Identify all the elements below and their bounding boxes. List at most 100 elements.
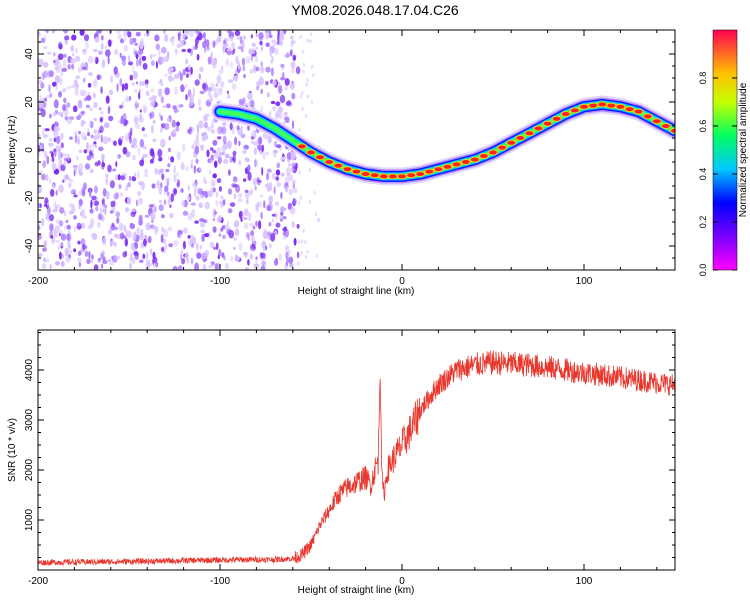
noise-speckle: [83, 149, 88, 154]
noise-speckle: [152, 138, 157, 143]
noise-speckle: [291, 69, 295, 74]
noise-speckle: [261, 166, 264, 176]
noise-speckle: [215, 242, 219, 250]
noise-speckle: [306, 78, 309, 82]
noise-speckle: [133, 71, 138, 80]
noise-speckle: [149, 248, 153, 255]
noise-speckle: [108, 39, 112, 47]
noise-speckle: [212, 208, 217, 218]
noise-speckle: [86, 155, 92, 161]
noise-speckle: [49, 214, 54, 222]
ridge-peak: [379, 174, 388, 179]
noise-speckle: [255, 220, 258, 227]
noise-speckle: [115, 74, 120, 79]
noise-speckle: [65, 219, 69, 224]
noise-speckle: [120, 115, 124, 124]
noise-speckle: [176, 172, 179, 177]
noise-speckle: [232, 126, 235, 135]
noise-speckle: [145, 252, 149, 260]
noise-speckle: [188, 30, 194, 38]
noise-speckle: [111, 222, 115, 227]
noise-speckle: [138, 91, 141, 100]
noise-speckle: [53, 52, 56, 57]
noise-speckle: [51, 30, 56, 34]
noise-speckle: [304, 114, 308, 119]
noise-speckle: [253, 147, 257, 156]
noise-speckle: [147, 235, 152, 244]
noise-speckle: [222, 146, 226, 154]
noise-speckle: [202, 263, 207, 270]
noise-speckle: [88, 72, 93, 76]
noise-speckle: [44, 128, 50, 132]
noise-speckle: [48, 137, 53, 142]
noise-speckle: [284, 53, 290, 58]
noise-speckle: [68, 182, 72, 189]
noise-speckle: [313, 190, 316, 195]
noise-speckle: [59, 251, 62, 260]
noise-speckle: [253, 141, 258, 146]
noise-speckle: [304, 240, 307, 245]
noise-speckle: [275, 176, 280, 181]
noise-speckle: [138, 89, 141, 93]
ridge-peak: [361, 172, 370, 176]
noise-speckle: [158, 204, 164, 212]
noise-speckle: [41, 173, 46, 181]
noise-speckle: [157, 49, 161, 56]
noise-speckle: [165, 168, 170, 173]
noise-speckle: [221, 126, 227, 135]
noise-speckle: [161, 227, 164, 231]
noise-speckle: [105, 173, 109, 178]
noise-speckle: [198, 73, 201, 80]
noise-speckle: [46, 258, 50, 263]
noise-speckle: [129, 95, 132, 101]
ridge-peak: [398, 174, 406, 179]
spectrogram-y-tick-label: 0: [24, 147, 35, 153]
noise-speckle: [98, 146, 104, 152]
noise-speckle: [54, 204, 58, 213]
noise-speckle: [139, 81, 142, 87]
noise-speckle: [187, 212, 193, 222]
noise-speckle: [110, 74, 113, 84]
noise-speckle: [56, 135, 61, 145]
noise-speckle: [139, 109, 142, 113]
noise-speckle: [135, 81, 138, 85]
noise-speckle: [58, 184, 64, 193]
noise-speckle: [193, 165, 197, 174]
noise-speckle: [235, 55, 239, 65]
noise-speckle: [290, 206, 296, 215]
noise-speckle: [52, 183, 55, 190]
noise-speckle: [128, 136, 132, 144]
noise-speckle: [145, 222, 151, 231]
noise-speckle: [77, 240, 81, 245]
noise-speckle: [63, 174, 66, 183]
noise-speckle: [43, 257, 46, 263]
noise-speckle: [100, 86, 103, 94]
noise-speckle: [48, 177, 52, 185]
noise-speckle: [254, 158, 257, 168]
noise-speckle: [112, 168, 117, 172]
ridge-peak: [516, 136, 525, 140]
noise-speckle: [290, 35, 294, 40]
noise-speckle: [164, 56, 169, 62]
noise-speckle: [106, 190, 110, 200]
noise-speckle: [301, 107, 304, 111]
noise-speckle: [259, 194, 264, 198]
noise-speckle: [217, 155, 222, 165]
noise-speckle: [160, 168, 164, 174]
noise-speckle: [206, 39, 210, 48]
noise-speckle: [87, 82, 92, 88]
noise-speckle: [174, 86, 178, 96]
noise-speckle: [187, 185, 190, 191]
colorbar-tick-label: 0.2: [698, 216, 708, 229]
noise-speckle: [133, 50, 138, 56]
noise-speckle: [101, 59, 106, 69]
noise-speckle: [173, 105, 178, 114]
noise-speckle: [74, 87, 79, 96]
noise-speckle: [247, 212, 252, 221]
noise-speckle: [241, 216, 244, 220]
noise-speckle: [70, 190, 74, 195]
noise-speckle: [257, 220, 262, 230]
noise-speckle: [105, 176, 109, 186]
noise-speckle: [185, 166, 189, 172]
noise-speckle: [176, 151, 181, 160]
